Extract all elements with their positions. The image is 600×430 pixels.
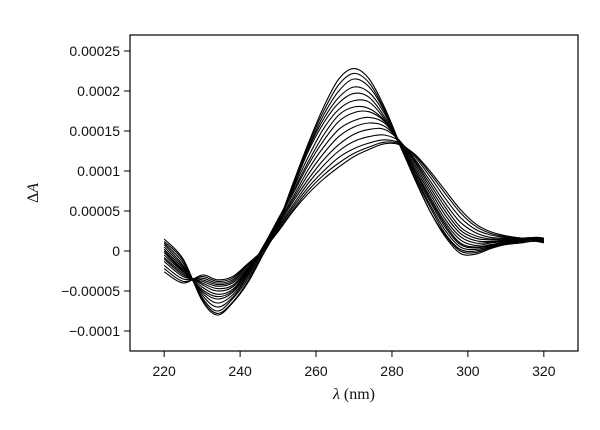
x-tick-label: 300 (456, 363, 480, 379)
y-tick-label: 0 (112, 243, 120, 259)
x-tick-label: 280 (380, 363, 404, 379)
y-axis: −0.0001 −0.00005 0 0.00005 0.0001 0.00015 0.00… (61, 43, 130, 339)
y-axis-delta: Δ (25, 193, 42, 203)
y-tick-label: 0.0002 (77, 83, 120, 99)
y-tick-label: 0.00025 (69, 43, 120, 59)
series-line-3 (163, 78, 544, 312)
x-tick-label: 260 (304, 363, 328, 379)
plot-frame (129, 34, 579, 352)
series-line-10 (163, 122, 544, 290)
series-line-11 (163, 127, 544, 287)
y-axis-symbol: A (25, 183, 42, 194)
series-line-12 (163, 134, 544, 286)
x-tick-label: 240 (228, 363, 252, 379)
series-line-15 (163, 142, 544, 284)
y-tick-label: 0.00015 (69, 123, 120, 139)
series-layer (163, 68, 544, 316)
x-axis-unit: (nm) (340, 386, 375, 403)
series-line-13 (163, 139, 544, 284)
series-line-7 (163, 105, 544, 298)
x-axis: 220 240 260 280 300 320 (152, 351, 556, 379)
series-line-8 (163, 110, 544, 295)
series-line-14 (163, 141, 544, 283)
series-line-5 (163, 92, 544, 304)
x-axis-title: λ (nm) (332, 386, 375, 403)
series-line-9 (163, 116, 544, 292)
series-line-4 (163, 86, 544, 308)
series-line-1 (163, 68, 544, 316)
y-tick-label: 0.00005 (69, 203, 120, 219)
x-axis-symbol: λ (332, 386, 340, 403)
y-tick-label: −0.00005 (61, 283, 120, 299)
series-line-6 (163, 99, 544, 300)
y-tick-label: 0.0001 (77, 163, 120, 179)
x-tick-label: 220 (152, 363, 176, 379)
y-tick-label: −0.0001 (69, 323, 120, 339)
y-axis-title: ΔA (25, 183, 42, 203)
series-line-2 (163, 72, 544, 314)
x-tick-label: 320 (532, 363, 556, 379)
